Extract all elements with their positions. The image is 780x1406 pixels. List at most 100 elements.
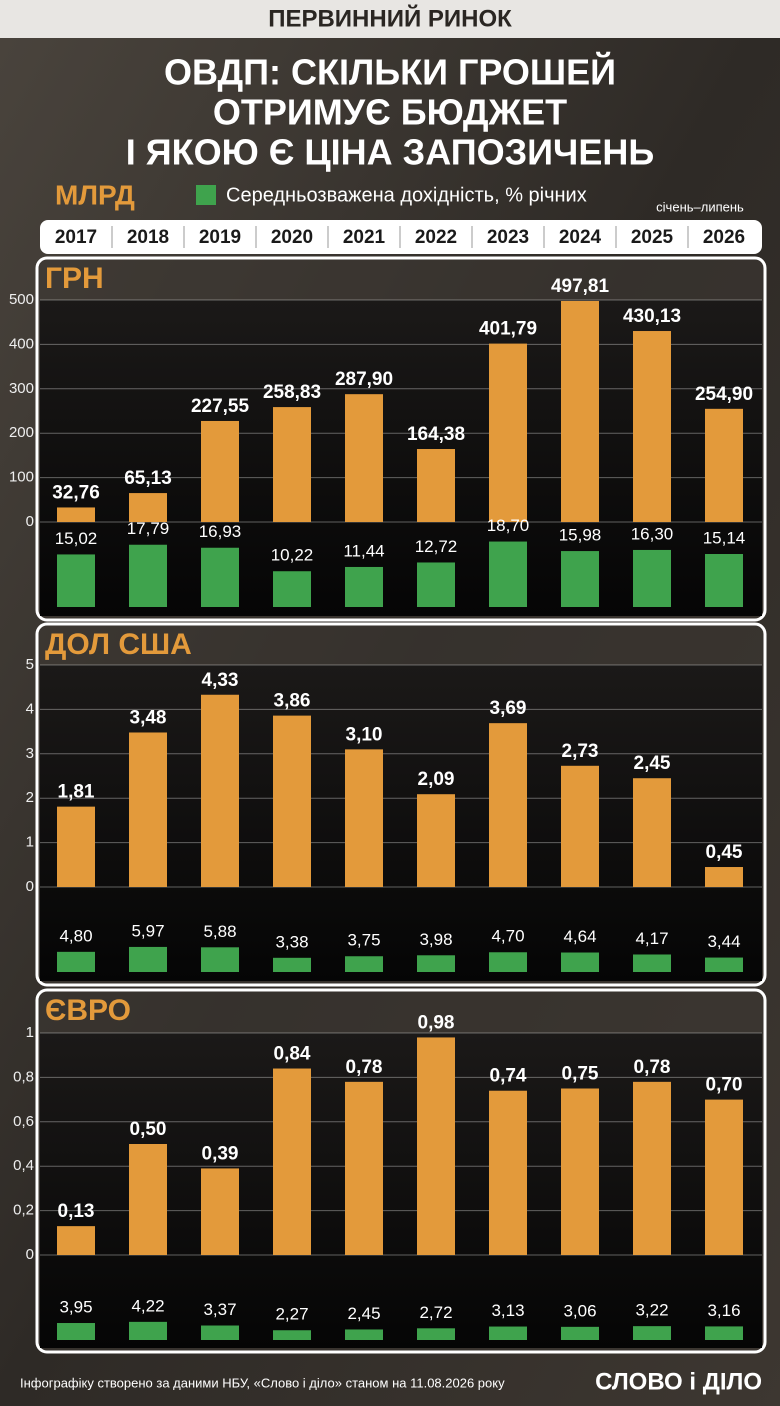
yield-label: 3,37	[203, 1300, 236, 1319]
yield-label: 5,88	[203, 922, 236, 941]
amount-label: 3,48	[130, 708, 167, 729]
amount-label: 0,78	[634, 1057, 671, 1078]
amount-bar	[705, 867, 743, 887]
yield-bar	[345, 566, 383, 607]
amount-bar	[345, 394, 383, 522]
amount-bar	[561, 300, 599, 522]
amount-bar	[273, 407, 311, 522]
amount-bar	[273, 1068, 311, 1255]
yield-bar	[561, 1326, 599, 1340]
amount-label: 0,45	[706, 842, 743, 863]
amount-bar	[201, 420, 239, 522]
year-label: 2018	[127, 227, 169, 248]
yield-bar	[201, 947, 239, 972]
amount-bar	[57, 507, 95, 522]
yield-label: 3,16	[707, 1301, 740, 1320]
note: січень–липень	[656, 199, 744, 214]
yield-label: 12,72	[415, 537, 458, 556]
yield-bar	[489, 541, 527, 607]
yield-label: 2,45	[347, 1304, 380, 1323]
logo: СЛОВО і ДІЛО	[595, 1368, 762, 1395]
yield-bar	[705, 957, 743, 972]
title-line: ОВДП: СКІЛЬКИ ГРОШЕЙ	[164, 51, 616, 93]
amount-label: 401,79	[479, 319, 537, 340]
year-label: 2022	[415, 227, 457, 248]
y-tick-label: 400	[9, 335, 34, 352]
yield-bar	[273, 571, 311, 607]
yield-label: 15,14	[703, 528, 746, 547]
amount-bar	[633, 778, 671, 887]
yield-bar	[345, 1329, 383, 1340]
yield-label: 3,22	[635, 1301, 668, 1320]
y-tick-label: 0,6	[13, 1113, 34, 1130]
yield-bar	[129, 544, 167, 607]
yield-bar	[273, 1330, 311, 1340]
yield-label: 11,44	[343, 541, 384, 560]
yield-label: 3,06	[563, 1301, 596, 1320]
yield-bar	[633, 1326, 671, 1340]
yield-bar	[57, 1323, 95, 1340]
amount-bar	[129, 1144, 167, 1255]
amount-bar	[705, 408, 743, 522]
tag: ПЕРВИННИЙ РИНОК	[268, 4, 512, 32]
year-label: 2026	[703, 227, 745, 248]
amount-bar	[561, 1088, 599, 1255]
y-tick-label: 4	[26, 700, 34, 717]
yield-label: 4,80	[59, 926, 92, 945]
year-label: 2020	[271, 227, 313, 248]
amount-label: 0,39	[202, 1143, 239, 1164]
amount-label: 65,13	[124, 468, 172, 489]
yield-bar	[633, 954, 671, 972]
yield-bar	[417, 955, 455, 972]
year-label: 2017	[55, 227, 97, 248]
yield-bar	[201, 1325, 239, 1340]
y-tick-label: 5	[26, 656, 34, 673]
yield-label: 3,38	[275, 932, 308, 951]
y-tick-label: 0	[26, 513, 34, 530]
amount-bar	[489, 343, 527, 522]
amount-bar	[561, 765, 599, 887]
y-tick-label: 0,2	[13, 1202, 34, 1219]
y-tick-label: 200	[9, 424, 34, 441]
yield-label: 2,27	[275, 1305, 308, 1324]
amount-label: 0,13	[58, 1201, 95, 1222]
yield-label: 3,75	[347, 931, 380, 950]
title-line: ОТРИМУЄ БЮДЖЕТ	[213, 92, 567, 133]
yield-label: 3,13	[491, 1301, 524, 1320]
y-tick-label: 3	[26, 745, 34, 762]
y-tick-label: 1	[26, 834, 34, 851]
y-tick-label: 0,4	[13, 1157, 34, 1174]
yield-bar	[561, 952, 599, 972]
year-label: 2019	[199, 227, 241, 248]
amount-label: 0,75	[562, 1064, 599, 1085]
yield-bar	[57, 951, 95, 972]
y-tick-label: 0	[26, 1246, 34, 1263]
y-tick-label: 0,8	[13, 1068, 34, 1085]
amount-bar	[633, 331, 671, 522]
tag-box	[0, 0, 780, 38]
amount-bar	[417, 794, 455, 887]
year-label: 2023	[487, 227, 529, 248]
amount-label: 1,81	[58, 782, 95, 803]
amount-label: 3,86	[274, 691, 311, 712]
amount-label: 0,98	[418, 1012, 455, 1033]
yield-bar	[417, 1328, 455, 1340]
yield-label: 17,79	[127, 519, 170, 538]
year-label: 2025	[631, 227, 674, 248]
yield-bar	[201, 547, 239, 607]
y-tick-label: 100	[9, 469, 34, 486]
yield-label: 15,98	[559, 526, 602, 545]
yield-label: 16,93	[199, 522, 242, 541]
amount-label: 4,33	[202, 670, 239, 691]
amount-label: 497,81	[551, 276, 610, 297]
yield-label: 3,44	[707, 932, 740, 951]
amount-label: 0,70	[706, 1075, 743, 1096]
yield-bar	[705, 1326, 743, 1340]
title-line: І ЯКОЮ Є ЦІНА ЗАПОЗИЧЕНЬ	[126, 132, 654, 173]
amount-label: 258,83	[263, 382, 321, 403]
y-tick-label: 1	[26, 1024, 34, 1041]
amount-bar	[273, 715, 311, 887]
amount-bar	[201, 1168, 239, 1255]
amount-bar	[417, 449, 455, 522]
